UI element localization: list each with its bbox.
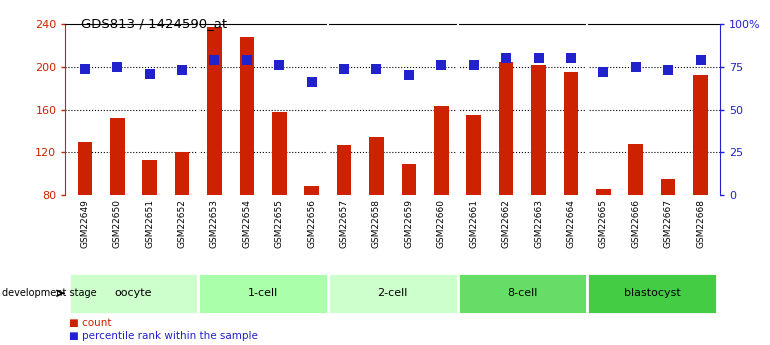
- Point: [467, 62, 480, 68]
- Bar: [596, 188, 611, 195]
- Bar: [110, 118, 125, 195]
- Point: [273, 62, 286, 68]
- Text: oocyte: oocyte: [115, 288, 152, 298]
- Text: blastocyst: blastocyst: [624, 288, 680, 298]
- Bar: [336, 145, 351, 195]
- Text: GSM22650: GSM22650: [112, 199, 122, 248]
- Bar: [628, 144, 643, 195]
- Point: [435, 62, 447, 68]
- Text: ■ percentile rank within the sample: ■ percentile rank within the sample: [69, 331, 258, 341]
- Bar: [402, 164, 417, 195]
- Point: [111, 64, 123, 70]
- Point: [695, 57, 707, 63]
- Text: GSM22658: GSM22658: [372, 199, 381, 248]
- Bar: [207, 27, 222, 195]
- Point: [370, 66, 383, 71]
- Point: [79, 66, 91, 71]
- Bar: [199, 273, 328, 314]
- Text: GSM22657: GSM22657: [340, 199, 349, 248]
- Bar: [564, 72, 578, 195]
- Bar: [142, 160, 157, 195]
- Text: GSM22663: GSM22663: [534, 199, 543, 248]
- Text: GSM22654: GSM22654: [243, 199, 251, 248]
- Bar: [661, 179, 675, 195]
- Text: development stage: development stage: [2, 288, 96, 298]
- Text: GSM22662: GSM22662: [501, 199, 511, 248]
- Bar: [272, 112, 286, 195]
- Point: [598, 69, 610, 75]
- Bar: [328, 273, 457, 314]
- Bar: [467, 115, 481, 195]
- Text: GSM22660: GSM22660: [437, 199, 446, 248]
- Text: 2-cell: 2-cell: [377, 288, 408, 298]
- Bar: [587, 273, 717, 314]
- Point: [403, 72, 415, 78]
- Bar: [499, 61, 514, 195]
- Text: 8-cell: 8-cell: [507, 288, 537, 298]
- Bar: [434, 106, 449, 195]
- Text: 1-cell: 1-cell: [248, 288, 278, 298]
- Point: [241, 57, 253, 63]
- Text: GSM22653: GSM22653: [210, 199, 219, 248]
- Text: GSM22659: GSM22659: [404, 199, 413, 248]
- Point: [662, 68, 675, 73]
- Text: ■ count: ■ count: [69, 318, 112, 328]
- Bar: [693, 75, 708, 195]
- Bar: [78, 141, 92, 195]
- Text: GSM22655: GSM22655: [275, 199, 284, 248]
- Bar: [457, 273, 587, 314]
- Text: GSM22664: GSM22664: [567, 199, 575, 248]
- Text: GSM22651: GSM22651: [146, 199, 154, 248]
- Text: GDS813 / 1424590_at: GDS813 / 1424590_at: [81, 17, 227, 30]
- Point: [500, 56, 512, 61]
- Text: GSM22652: GSM22652: [178, 199, 186, 248]
- Point: [630, 64, 642, 70]
- Bar: [239, 37, 254, 195]
- Point: [209, 57, 221, 63]
- Text: GSM22666: GSM22666: [631, 199, 640, 248]
- Point: [532, 56, 544, 61]
- Point: [564, 56, 577, 61]
- Text: GSM22665: GSM22665: [599, 199, 608, 248]
- Bar: [175, 152, 189, 195]
- Point: [143, 71, 156, 77]
- Text: GSM22667: GSM22667: [664, 199, 673, 248]
- Text: GSM22649: GSM22649: [80, 199, 89, 248]
- Point: [338, 66, 350, 71]
- Text: GSM22668: GSM22668: [696, 199, 705, 248]
- Point: [176, 68, 188, 73]
- Point: [306, 79, 318, 85]
- Bar: [304, 186, 319, 195]
- Text: GSM22656: GSM22656: [307, 199, 316, 248]
- Text: GSM22661: GSM22661: [469, 199, 478, 248]
- Bar: [369, 137, 383, 195]
- Bar: [531, 65, 546, 195]
- Bar: [69, 273, 199, 314]
